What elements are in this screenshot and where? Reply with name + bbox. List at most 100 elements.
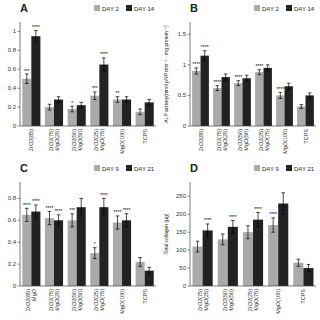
x-tick-label-line: MgO(25) xyxy=(222,129,228,151)
error-cap xyxy=(216,90,220,91)
error-cap xyxy=(116,96,120,97)
error-bar xyxy=(266,65,270,71)
bar xyxy=(54,100,63,126)
error-cap xyxy=(116,229,120,230)
error-line xyxy=(288,83,289,89)
legend-label: DAY 2 xyxy=(262,6,279,12)
plot-marks xyxy=(22,198,153,286)
y-tick xyxy=(188,95,191,96)
error-cap xyxy=(70,111,74,112)
legend-swatch xyxy=(254,165,260,171)
x-axis-line xyxy=(190,286,316,287)
error-line xyxy=(149,267,150,274)
error-cap xyxy=(271,217,275,218)
error-line xyxy=(49,104,50,110)
x-axis-line xyxy=(190,126,316,127)
panel: DDAY 9DAY 21050100150200250Total collage… xyxy=(163,162,316,314)
significance-label: *** xyxy=(24,68,30,74)
x-tick-label-line: MgO(25) xyxy=(54,289,60,311)
bar xyxy=(228,227,238,286)
error-cap xyxy=(102,71,106,72)
error-cap xyxy=(307,264,311,265)
error-cap xyxy=(34,204,38,205)
y-tick xyxy=(18,264,21,265)
error-cap xyxy=(216,85,220,86)
error-cap xyxy=(116,102,120,103)
error-cap xyxy=(147,105,151,106)
error-bar xyxy=(147,267,151,274)
significance-label: * xyxy=(71,100,73,106)
error-bar xyxy=(138,109,142,115)
error-bar xyxy=(25,74,29,83)
error-cap xyxy=(25,221,29,222)
legend-label: DAY 21 xyxy=(134,166,155,172)
error-line xyxy=(222,234,223,245)
bar xyxy=(268,225,278,286)
bar xyxy=(99,207,108,286)
error-bar xyxy=(221,234,225,245)
error-cap xyxy=(237,80,241,81)
y-tick-label: 0.4 xyxy=(8,239,17,245)
annotations: ***************** xyxy=(24,24,120,106)
error-cap xyxy=(196,241,200,242)
x-tick-label: ZrO2(25)MgO(75) xyxy=(247,289,259,311)
error-line xyxy=(204,51,205,61)
plot-marks xyxy=(22,31,153,126)
bar xyxy=(192,71,200,126)
x-tick-label-line: MgO(75) xyxy=(264,129,270,151)
y-tick-label: 0.8 xyxy=(8,47,17,53)
bar xyxy=(297,106,305,126)
error-bar xyxy=(245,75,249,81)
significance-label: **** xyxy=(32,198,40,204)
error-bar xyxy=(70,214,74,227)
error-cap xyxy=(93,247,97,248)
y-tick-label: 0 xyxy=(183,123,187,129)
title: A xyxy=(20,2,28,14)
x-tick-label: ZrO2(75)MgO(25) xyxy=(48,129,60,151)
error-line xyxy=(246,75,247,81)
error-line xyxy=(26,74,27,83)
bar xyxy=(113,223,122,286)
x-tick-label-line: MgO(50) xyxy=(77,289,83,311)
annotations: ************************ xyxy=(192,44,284,92)
error-cap xyxy=(25,208,29,209)
significance-label: **** xyxy=(201,44,209,50)
error-cap xyxy=(287,89,291,90)
error-cap xyxy=(70,106,74,107)
y-tick xyxy=(188,196,191,197)
error-cap xyxy=(256,226,260,227)
significance-label: **** xyxy=(255,63,263,69)
y-tick xyxy=(188,268,191,269)
y-tick-label: 0.6 xyxy=(8,217,17,223)
error-line xyxy=(58,97,59,103)
error-cap xyxy=(246,225,250,226)
x-tick-label: MgO(100) xyxy=(119,129,125,154)
error-cap xyxy=(237,85,241,86)
error-bar xyxy=(116,216,120,229)
error-bar xyxy=(57,215,61,226)
error-cap xyxy=(147,267,151,268)
y-tick-label: 0.5 xyxy=(178,92,187,98)
legend-label: DAY 9 xyxy=(102,166,119,172)
x-tick-label-line: TCPS xyxy=(300,289,306,304)
x-tick-label: ZrO2(50)MgO(50) xyxy=(222,289,234,311)
y-tick-label: 1.5 xyxy=(178,31,187,37)
significance-label: **** xyxy=(276,86,284,92)
error-bar xyxy=(102,58,106,71)
error-cap xyxy=(116,215,120,216)
error-cap xyxy=(70,213,74,214)
error-cap xyxy=(266,70,270,71)
bar xyxy=(285,86,293,126)
error-cap xyxy=(57,102,61,103)
error-cap xyxy=(102,215,106,216)
error-cap xyxy=(279,98,283,99)
legend-swatch xyxy=(254,5,260,11)
y-tick-label: 150 xyxy=(176,229,187,235)
error-bar xyxy=(70,106,74,112)
y-tick-label: 0.6 xyxy=(8,66,17,72)
page: {"chart_data": [ {"type": "bar", "title"… xyxy=(0,0,320,320)
error-bar xyxy=(297,259,301,266)
legend: DAY 2DAY 14 xyxy=(254,5,315,12)
plot-marks xyxy=(192,51,314,126)
bar xyxy=(243,78,251,126)
